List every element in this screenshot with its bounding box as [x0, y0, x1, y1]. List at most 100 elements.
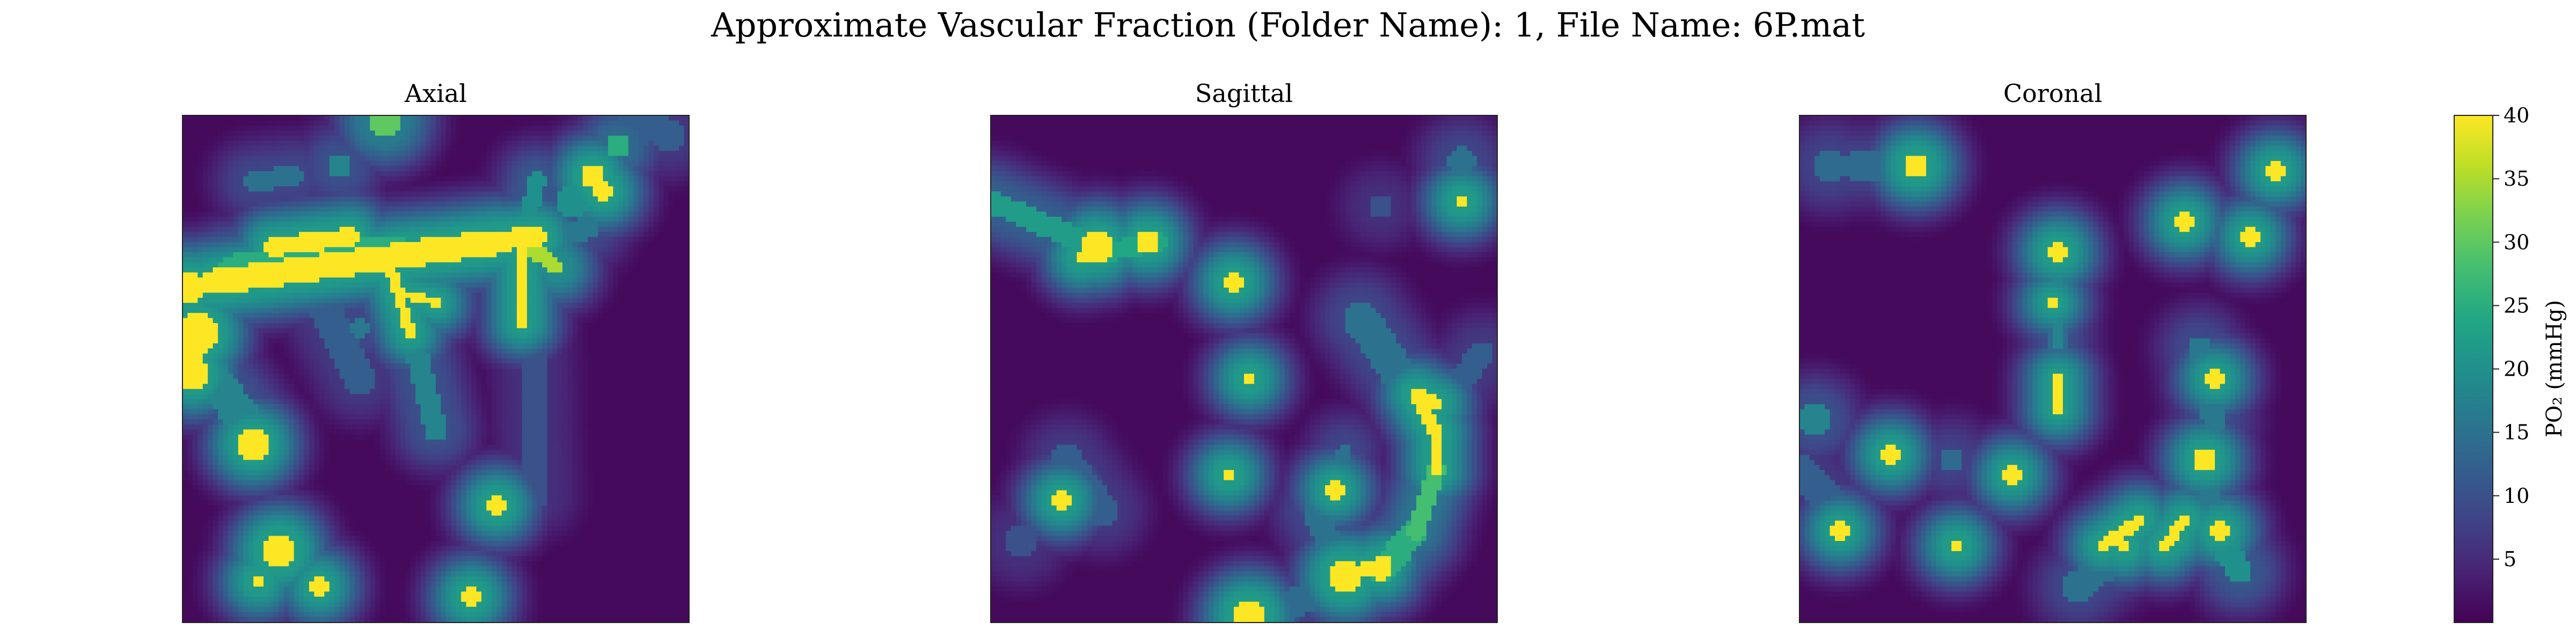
heatmap-cell [268, 348, 274, 354]
heatmap-cell [436, 297, 442, 303]
heatmap-cell [577, 287, 583, 293]
heatmap-cell [390, 353, 396, 359]
heatmap-cell [192, 115, 198, 121]
heatmap-cell [289, 237, 295, 243]
heatmap-cell [339, 267, 345, 273]
heatmap-cell [618, 292, 624, 298]
heatmap-cell [208, 130, 214, 136]
heatmap-cell [491, 151, 497, 157]
heatmap-cell [532, 156, 538, 162]
heatmap-cell [557, 333, 563, 339]
heatmap-cell [410, 267, 416, 273]
heatmap-cell [410, 303, 416, 309]
heatmap-cell [628, 135, 634, 141]
heatmap-cell [390, 145, 396, 151]
heatmap-cell [354, 176, 360, 182]
heatmap-cell [253, 338, 259, 344]
heatmap-cell [669, 206, 675, 212]
heatmap-cell [669, 252, 675, 258]
heatmap-cell [420, 226, 426, 232]
heatmap-cell [557, 216, 563, 222]
heatmap-cell [187, 232, 193, 238]
heatmap-cell [238, 257, 244, 263]
heatmap-cell [264, 130, 269, 136]
heatmap-cell [658, 222, 664, 228]
heatmap-cell [511, 328, 517, 334]
heatmap-cell [638, 282, 644, 288]
heatmap-cell [324, 308, 330, 313]
heatmap-cell [526, 343, 532, 349]
heatmap-cell [334, 247, 340, 253]
heatmap-cell [213, 145, 218, 151]
heatmap-cell [608, 115, 613, 121]
heatmap-cell [329, 120, 335, 126]
heatmap-cell [309, 267, 315, 273]
heatmap-cell [202, 141, 208, 147]
heatmap-cell [603, 358, 609, 364]
heatmap-cell [187, 186, 193, 192]
heatmap-cell [653, 141, 659, 147]
heatmap-cell [233, 176, 239, 182]
heatmap-cell [405, 115, 411, 121]
heatmap-cell [658, 237, 664, 243]
heatmap-cell [643, 363, 649, 369]
heatmap-cell [243, 353, 249, 359]
heatmap-cell [182, 272, 188, 278]
heatmap-cell [309, 242, 315, 248]
heatmap-cell [420, 252, 426, 258]
heatmap-cell [456, 297, 462, 303]
heatmap-cell [192, 358, 198, 364]
heatmap-cell [258, 257, 264, 263]
heatmap-cell [572, 145, 578, 151]
heatmap-cell [405, 156, 411, 162]
heatmap-cell [663, 222, 669, 228]
heatmap-cell [562, 151, 568, 157]
heatmap-cell [496, 206, 502, 212]
heatmap-cell [491, 226, 497, 232]
heatmap-cell [283, 353, 289, 359]
heatmap-cell [360, 358, 365, 364]
heatmap-cell [264, 318, 269, 324]
heatmap-cell [441, 292, 447, 298]
heatmap-cell [218, 303, 224, 309]
heatmap-cell [491, 171, 497, 177]
heatmap-cell [319, 216, 325, 222]
heatmap-cell [517, 328, 523, 334]
heatmap-cell [466, 156, 472, 162]
heatmap-cell [623, 211, 629, 217]
heatmap-cell [375, 216, 380, 222]
heatmap-cell [375, 353, 380, 359]
heatmap-cell [213, 297, 218, 303]
heatmap-cell [496, 160, 502, 166]
heatmap-cell [618, 343, 624, 349]
heatmap-cell [638, 358, 644, 364]
heatmap-cell [456, 151, 462, 157]
heatmap-cell [537, 358, 543, 364]
heatmap-cell [324, 151, 330, 157]
heatmap-cell [542, 226, 548, 232]
heatmap-cell [628, 277, 634, 283]
heatmap-cell [517, 222, 523, 228]
heatmap-cell [395, 201, 401, 207]
heatmap-cell [643, 272, 649, 278]
heatmap-cell [304, 156, 310, 162]
heatmap-cell [674, 166, 679, 172]
heatmap-cell [228, 257, 233, 263]
heatmap-cell [405, 343, 411, 349]
heatmap-cell [522, 160, 528, 166]
heatmap-cell [653, 211, 659, 217]
heatmap-cell [588, 130, 594, 136]
heatmap-cell [400, 226, 406, 232]
heatmap-cell [623, 353, 629, 359]
heatmap-cell [572, 348, 578, 354]
heatmap-cell [430, 297, 436, 303]
heatmap-cell [354, 160, 360, 166]
heatmap-cell [507, 323, 513, 329]
heatmap-cell [430, 125, 436, 131]
heatmap-cell [334, 292, 340, 298]
heatmap-cell [253, 318, 259, 324]
heatmap-cell [445, 145, 451, 151]
heatmap-cell [309, 166, 315, 172]
heatmap-cell [238, 313, 244, 319]
heatmap-cell [633, 216, 639, 222]
